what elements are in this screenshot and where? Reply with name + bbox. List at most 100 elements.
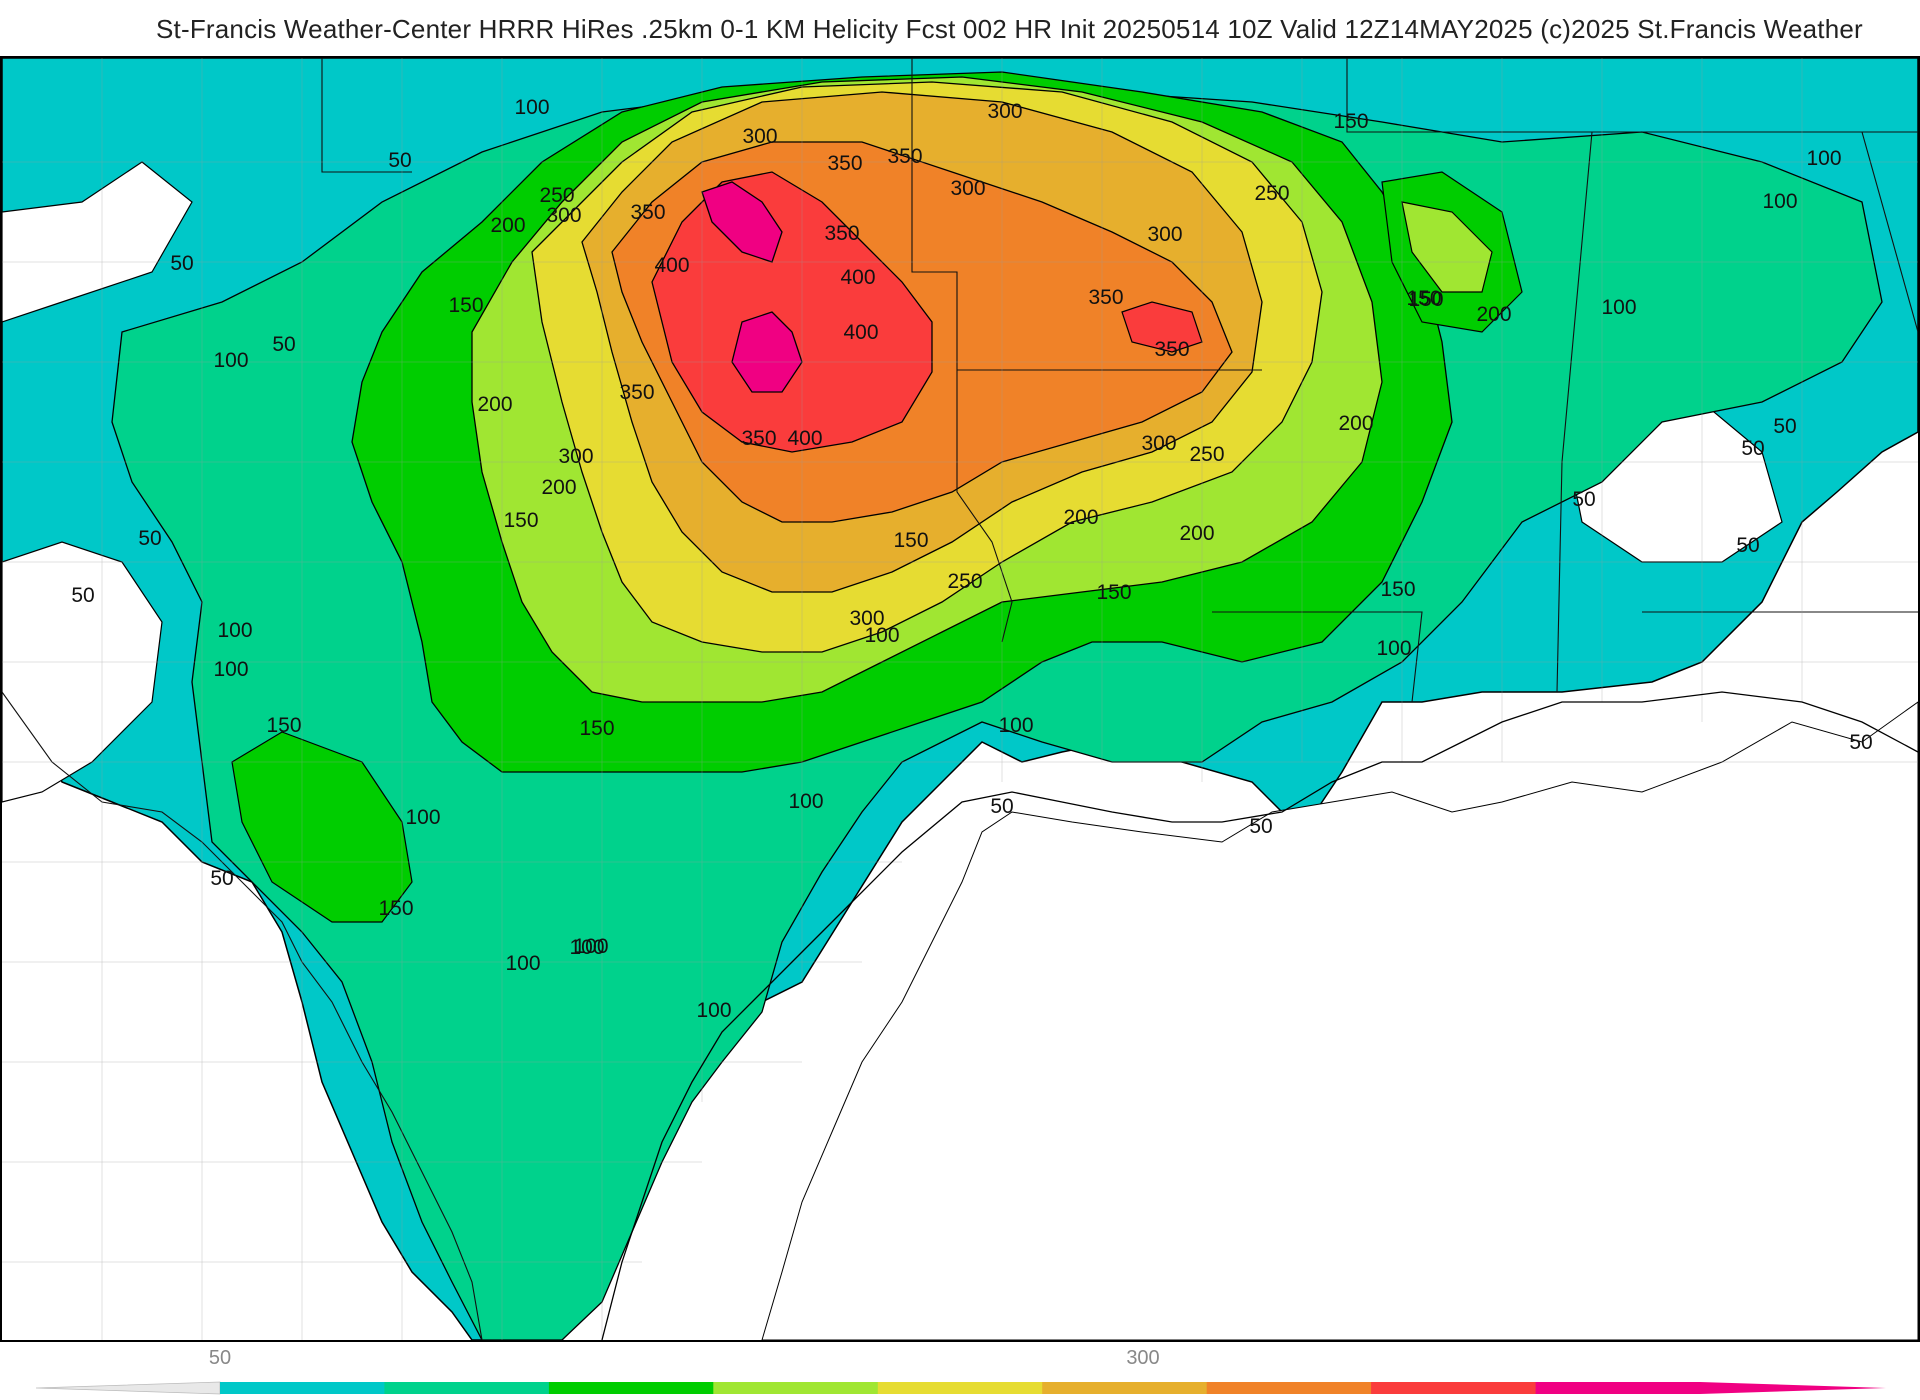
band-400 bbox=[651, 171, 933, 453]
contour-label: 150 bbox=[1408, 288, 1443, 311]
legend-color-band bbox=[877, 1382, 1043, 1394]
legend-color-band bbox=[1371, 1382, 1536, 1394]
contour-label: 150 bbox=[579, 717, 614, 740]
contour-label: 250 bbox=[947, 570, 982, 593]
contour-label: 100 bbox=[864, 624, 899, 647]
contour-label: 100 bbox=[505, 952, 540, 975]
contour-label: 100 bbox=[569, 936, 604, 959]
legend-color-band bbox=[1535, 1382, 1701, 1394]
contour-label: 350 bbox=[619, 381, 654, 404]
contour-label: 100 bbox=[213, 349, 248, 372]
contour-label: 150 bbox=[1096, 581, 1131, 604]
legend-tick-label: 50 bbox=[209, 1347, 231, 1369]
legend-color-band bbox=[220, 1382, 385, 1394]
legend-left-arrow bbox=[35, 1381, 221, 1395]
contour-label: 100 bbox=[1762, 190, 1797, 213]
contour-label: 50 bbox=[71, 584, 94, 607]
contour-label: 300 bbox=[849, 607, 884, 630]
contour-label: 150 bbox=[1380, 578, 1415, 601]
legend-right-arrow bbox=[1700, 1382, 1886, 1394]
white-patch-sw bbox=[2, 541, 163, 803]
contour-label: 50 bbox=[1736, 534, 1759, 557]
white-patch-west bbox=[2, 161, 193, 323]
color-legend: 50 300 bbox=[0, 1342, 1920, 1400]
contour-label: 50 bbox=[1773, 415, 1796, 438]
contour-label: 300 bbox=[558, 445, 593, 468]
contour-label: 100 bbox=[217, 619, 252, 642]
legend-color-band bbox=[1042, 1382, 1208, 1394]
contour-label: 350 bbox=[827, 152, 862, 175]
contour-label: 350 bbox=[630, 201, 665, 224]
contour-label: 250 bbox=[1189, 443, 1224, 466]
contour-label: 350 bbox=[887, 145, 922, 168]
contour-label: 300 bbox=[1147, 223, 1182, 246]
legend-color-band bbox=[1206, 1382, 1372, 1394]
contour-label: 100 bbox=[1806, 147, 1841, 170]
legend-color-band bbox=[548, 1382, 714, 1394]
contour-label: 100 bbox=[696, 999, 731, 1022]
contour-label: 100 bbox=[1601, 296, 1636, 319]
contour-label: 150 bbox=[378, 897, 413, 920]
contour-label: 50 bbox=[1849, 731, 1872, 754]
contour-label: 350 bbox=[1088, 286, 1123, 309]
contour-label: 350 bbox=[741, 427, 776, 450]
band-150-sw bbox=[231, 731, 413, 923]
contour-label: 300 bbox=[987, 100, 1022, 123]
contour-label: 100 bbox=[514, 96, 549, 119]
contour-label: 200 bbox=[541, 476, 576, 499]
map-title: St-Francis Weather-Center HRRR HiRes .25… bbox=[156, 14, 1863, 44]
contour-label: 200 bbox=[1476, 303, 1511, 326]
contour-label: 50 bbox=[388, 149, 411, 172]
contour-label: 200 bbox=[1338, 412, 1373, 435]
contour-label: 100 bbox=[573, 935, 608, 958]
contour-label: 350 bbox=[1154, 338, 1189, 361]
title-bar: St-Francis Weather-Center HRRR HiRes .25… bbox=[0, 0, 1920, 56]
legend-color-band bbox=[713, 1382, 879, 1394]
legend-color-bands bbox=[220, 1382, 1701, 1394]
map-frame[interactable]: 100 50 50 300 150 100 300 350 350 300 250 300 350 350… bbox=[0, 56, 1920, 1342]
legend-tick-label: 300 bbox=[1126, 1347, 1159, 1369]
band-450-north bbox=[701, 181, 783, 263]
legend-color-band bbox=[384, 1382, 550, 1394]
contour-label: 100 bbox=[998, 714, 1033, 737]
contour-label: 50 bbox=[138, 527, 161, 550]
contour-label: 250 bbox=[1254, 182, 1289, 205]
contour-label: 400 bbox=[843, 321, 878, 344]
contour-label: 50 bbox=[1249, 815, 1272, 838]
contour-label: 300 bbox=[546, 204, 581, 227]
contour-label: 300 bbox=[1141, 432, 1176, 455]
contour-label: 50 bbox=[1572, 488, 1595, 511]
contour-label: 100 bbox=[1376, 637, 1411, 660]
band-450-central bbox=[731, 311, 803, 393]
contour-label: 200 bbox=[1179, 522, 1214, 545]
contour-label: 400 bbox=[840, 266, 875, 289]
contour-label: 100 bbox=[213, 658, 248, 681]
contour-label: 50 bbox=[990, 795, 1013, 818]
contour-label: 50 bbox=[210, 867, 233, 890]
contour-label: 300 bbox=[742, 125, 777, 148]
contour-label: 250 bbox=[539, 184, 574, 207]
contour-label: 50 bbox=[170, 252, 193, 275]
contour-label: 150 bbox=[448, 294, 483, 317]
contour-label: 100 bbox=[788, 790, 823, 813]
contour-label: 400 bbox=[787, 427, 822, 450]
contour-label: 50 bbox=[272, 333, 295, 356]
county-lines bbox=[2, 58, 1918, 1340]
gulf-coastline bbox=[601, 691, 1918, 1340]
contour-label: 150 bbox=[893, 529, 928, 552]
contour-label: 50 bbox=[1741, 437, 1764, 460]
contour-label: 150 bbox=[266, 714, 301, 737]
contour-label: 200 bbox=[1063, 506, 1098, 529]
contour-label: 300 bbox=[950, 177, 985, 200]
contour-label: 400 bbox=[654, 254, 689, 277]
gulf-of-mexico bbox=[761, 701, 1918, 1340]
contour-label: 200 bbox=[490, 214, 525, 237]
contour-label: 150 bbox=[1333, 110, 1368, 133]
contour-label: 100 bbox=[405, 806, 440, 829]
contour-label: 150 bbox=[503, 509, 538, 532]
contour-label: 200 bbox=[477, 393, 512, 416]
band-200-northeast bbox=[1401, 201, 1493, 293]
contour-label: 350 bbox=[824, 222, 859, 245]
